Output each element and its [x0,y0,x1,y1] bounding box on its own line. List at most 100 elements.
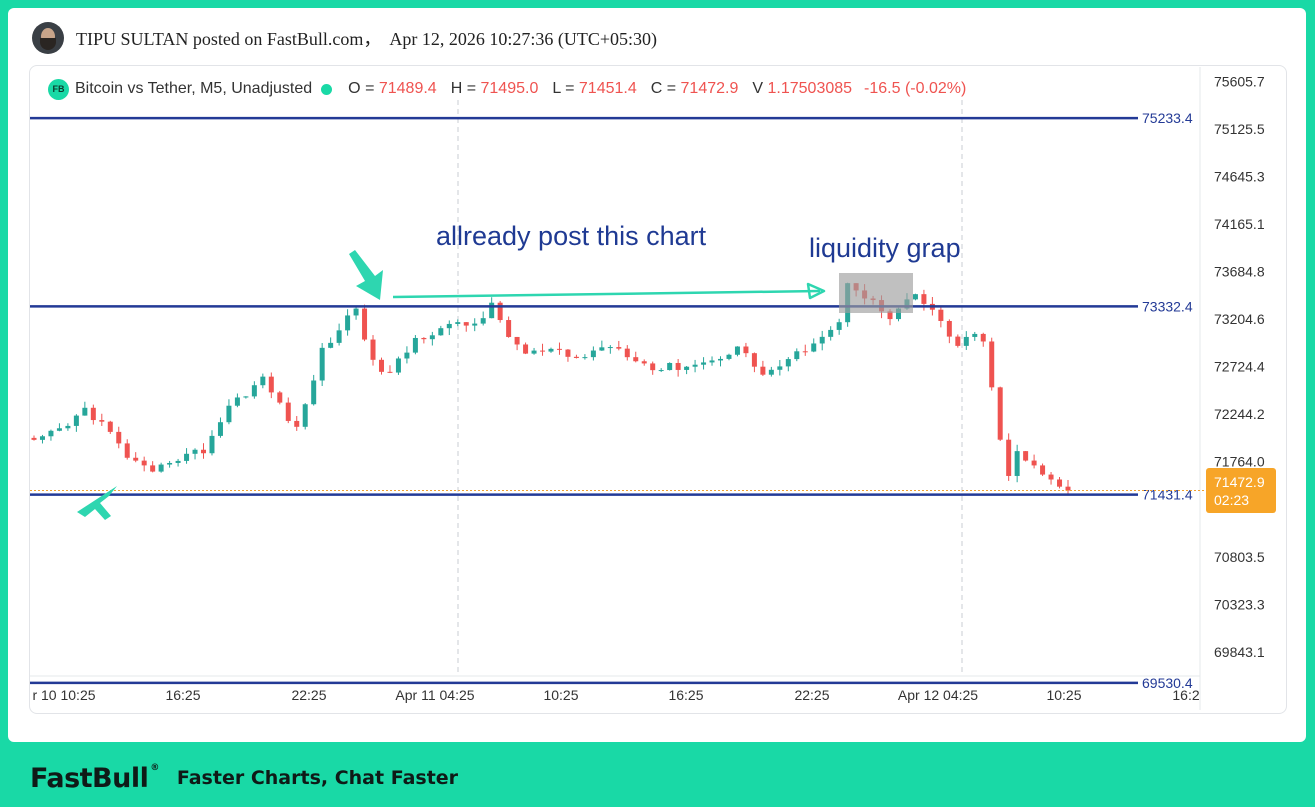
candle [972,331,978,341]
candle-body [734,346,740,355]
candle-body [1040,465,1046,475]
candle [556,342,562,355]
candle-body [480,318,486,324]
candle [650,361,656,375]
candle-body [802,351,808,353]
annotation-arrow-line[interactable] [392,289,821,299]
candle [802,344,808,356]
candle [31,435,37,441]
candle [540,343,546,356]
candle-body [184,453,190,461]
candle-body [658,370,664,372]
candle [590,346,596,361]
candle [938,306,944,328]
annotation-liquidity-grab[interactable]: liquidity grap [809,233,961,263]
liquidity-zone-box[interactable] [839,273,913,313]
candle-body [336,330,342,343]
candle-body [1048,474,1054,480]
level-label: 73332.4 [1142,298,1193,314]
avatar[interactable] [32,22,64,54]
candle [997,386,1003,442]
candle [251,381,257,399]
candle-body [73,415,79,426]
candle [734,346,740,357]
level-label: 69530.4 [1142,675,1193,691]
candle-body [99,420,105,422]
candle-body [362,308,368,340]
candle-body [395,358,401,373]
candle-body [785,359,791,367]
candle-body [429,335,435,340]
candle [268,372,274,399]
candle [336,323,342,346]
candle-body [506,320,512,337]
candle [82,401,88,416]
candle-body [616,347,622,349]
candle [760,360,766,377]
candle-body [124,443,130,458]
candle-body [133,457,139,461]
candle [616,340,622,351]
candle-body [972,333,978,337]
level-label: 71431.4 [1142,487,1193,503]
last-price-tag-bg [1206,468,1276,513]
legend-high-value: 71495.0 [480,80,539,97]
candle [158,462,164,473]
legend-open-key: O = [348,80,375,97]
candle [489,297,495,319]
candle-body [412,337,418,353]
price-tick-label: 73684.8 [1214,264,1265,280]
candle-body [1065,486,1071,491]
candle-body [319,347,325,381]
candle-body [548,348,554,352]
last-price-tag[interactable]: 71472.9 02:23 [1206,468,1276,513]
pointer-arrow-top[interactable] [349,250,383,300]
candle [794,348,800,362]
candle [353,305,359,320]
candle-body [573,356,579,358]
price-axis: 75605.7 75125.5 74645.3 74165.1 73684.8 73204… [1214,73,1265,660]
annotation-already-posted[interactable]: allready post this chart [436,221,707,251]
candle [633,351,639,363]
last-price-value: 71472.9 [1214,474,1265,490]
candle-body [912,294,918,300]
candle [819,330,825,351]
time-tick-label: Apr 11 04:25 [395,687,474,703]
candle-body [980,333,986,342]
candle-body [590,350,596,358]
time-tick-label: 22:25 [291,687,326,703]
candle [260,373,266,389]
candle-body [39,436,45,440]
candle-body [599,347,605,351]
candle [56,423,62,432]
candle [1031,454,1037,469]
candle [599,340,605,351]
candle-body [819,336,825,344]
candle [167,460,173,468]
candle [294,416,300,431]
candle [277,390,283,405]
candle-body [226,405,232,423]
candle [751,352,757,373]
chart-frame[interactable] [29,65,1287,714]
time-tick-label: r 10 10:25 [32,687,95,703]
pointer-arrow-bottom[interactable] [77,486,117,520]
candle [726,353,732,361]
candle-body [895,308,901,320]
candle-body [116,431,122,444]
price-tick-label: 70803.5 [1214,549,1265,565]
legend-volume-key: V [752,80,764,97]
candle-body [243,396,249,398]
fastbull-logo[interactable]: FastBull ® [30,762,159,794]
time-tick-label: 10:25 [1046,687,1081,703]
symbol-label[interactable]: Bitcoin vs Tether, M5, Unadjusted [75,80,313,97]
candle-body [667,362,673,371]
legend-low-key: L = [552,80,575,97]
candle-body [556,348,562,350]
candle-body [234,397,240,406]
candle-body [48,430,54,437]
candle-body [192,449,198,454]
candle [133,452,139,463]
legend-low-value: 71451.4 [578,80,637,97]
